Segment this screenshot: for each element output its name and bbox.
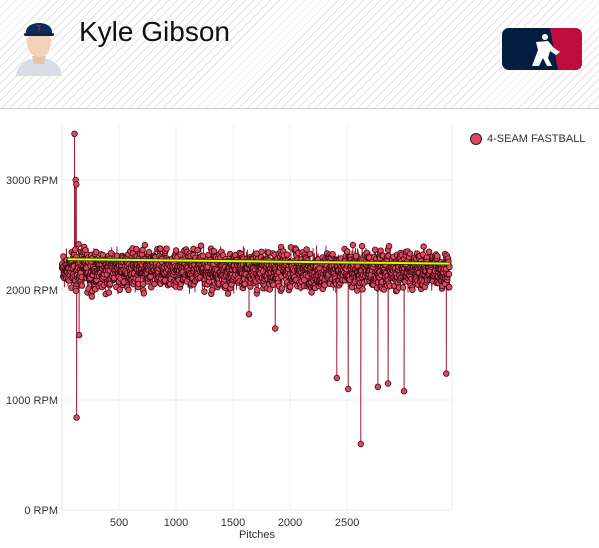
data-point <box>199 252 206 259</box>
x-tick-label: 2000 <box>278 517 302 529</box>
data-point <box>352 252 360 260</box>
x-tick-label: 500 <box>110 517 128 529</box>
data-point <box>446 283 453 291</box>
data-point <box>194 246 201 254</box>
data-point <box>163 245 170 252</box>
y-tick-label: 3000 RPM <box>6 175 58 187</box>
data-point <box>125 286 132 294</box>
legend-label: 4-SEAM FASTBALL <box>487 133 586 145</box>
data-point <box>71 130 78 137</box>
data-point <box>425 248 433 255</box>
grid-lines <box>61 125 453 511</box>
data-point <box>253 286 261 294</box>
data-point <box>266 286 273 293</box>
data-point <box>105 289 113 296</box>
data-point <box>443 370 450 377</box>
legend[interactable]: 4-SEAM FASTBALL <box>470 133 585 145</box>
mlb-logo-icon <box>502 28 582 70</box>
data-point <box>157 245 164 252</box>
data-point <box>344 248 351 255</box>
data-point <box>385 242 393 250</box>
data-point <box>197 242 205 249</box>
data-point <box>208 286 216 294</box>
data-point <box>75 331 83 339</box>
player-name: Kyle Gibson <box>79 16 230 47</box>
data-point <box>258 248 265 255</box>
data-point <box>406 250 414 257</box>
data-point <box>329 250 336 258</box>
page-header: T Kyle Gibson <box>0 0 599 109</box>
data-point <box>409 286 416 293</box>
player-headshot-icon: T <box>16 23 62 76</box>
x-tick-label: 1500 <box>221 517 245 529</box>
data-point <box>133 245 140 253</box>
data-point <box>71 246 79 253</box>
data-point <box>72 287 80 295</box>
data-point <box>349 241 357 249</box>
data-point <box>306 250 314 258</box>
data-point <box>399 284 407 291</box>
data-point <box>78 282 86 289</box>
data-point <box>140 290 147 297</box>
data-point <box>88 293 95 300</box>
data-point <box>73 181 80 188</box>
y-tick-label: 0 RPM <box>24 505 58 517</box>
data-point <box>141 241 149 249</box>
data-point <box>284 251 291 258</box>
data-point <box>321 281 328 289</box>
data-point <box>241 280 248 287</box>
data-point <box>445 270 453 278</box>
data-point <box>210 247 218 255</box>
data-point <box>371 246 379 253</box>
trend-line-path <box>67 258 450 265</box>
data-point <box>374 383 382 390</box>
data-point <box>357 440 364 448</box>
data-point <box>303 246 310 253</box>
data-point <box>201 288 208 295</box>
data-point <box>420 243 427 250</box>
data-point <box>308 289 315 296</box>
data-point <box>73 414 80 421</box>
data-point <box>384 380 392 387</box>
data-point <box>287 283 294 290</box>
data-point <box>224 290 232 297</box>
data-point <box>145 248 153 256</box>
data-point <box>75 240 82 248</box>
data-point <box>359 286 366 293</box>
spin-rate-chart: 0 RPM 1000 RPM 2000 RPM 3000 RPM 500 1000 1500… <box>6 125 453 541</box>
data-point <box>107 249 115 257</box>
legend-swatch-icon <box>470 133 482 145</box>
axes: 0 RPM 1000 RPM 2000 RPM 3000 RPM 500 1000 1500… <box>6 175 359 529</box>
trend-line <box>67 257 450 266</box>
data-point <box>139 280 147 288</box>
data-point <box>333 374 340 382</box>
data-point <box>272 325 279 332</box>
x-tick-label: 2500 <box>335 517 359 529</box>
data-point <box>116 286 123 293</box>
series-4-seam-fastball <box>58 130 453 448</box>
y-tick-label: 2000 RPM <box>6 285 58 297</box>
data-point <box>345 385 352 393</box>
data-point <box>278 285 286 292</box>
y-tick-label: 1000 RPM <box>6 395 58 407</box>
svg-text:T: T <box>37 24 42 33</box>
x-axis-label: Pitches <box>239 529 276 541</box>
data-point <box>358 242 366 250</box>
data-point <box>172 247 180 254</box>
x-tick-label: 1000 <box>164 517 188 529</box>
data-point <box>245 310 253 318</box>
data-point <box>433 252 441 260</box>
data-point <box>400 388 408 395</box>
